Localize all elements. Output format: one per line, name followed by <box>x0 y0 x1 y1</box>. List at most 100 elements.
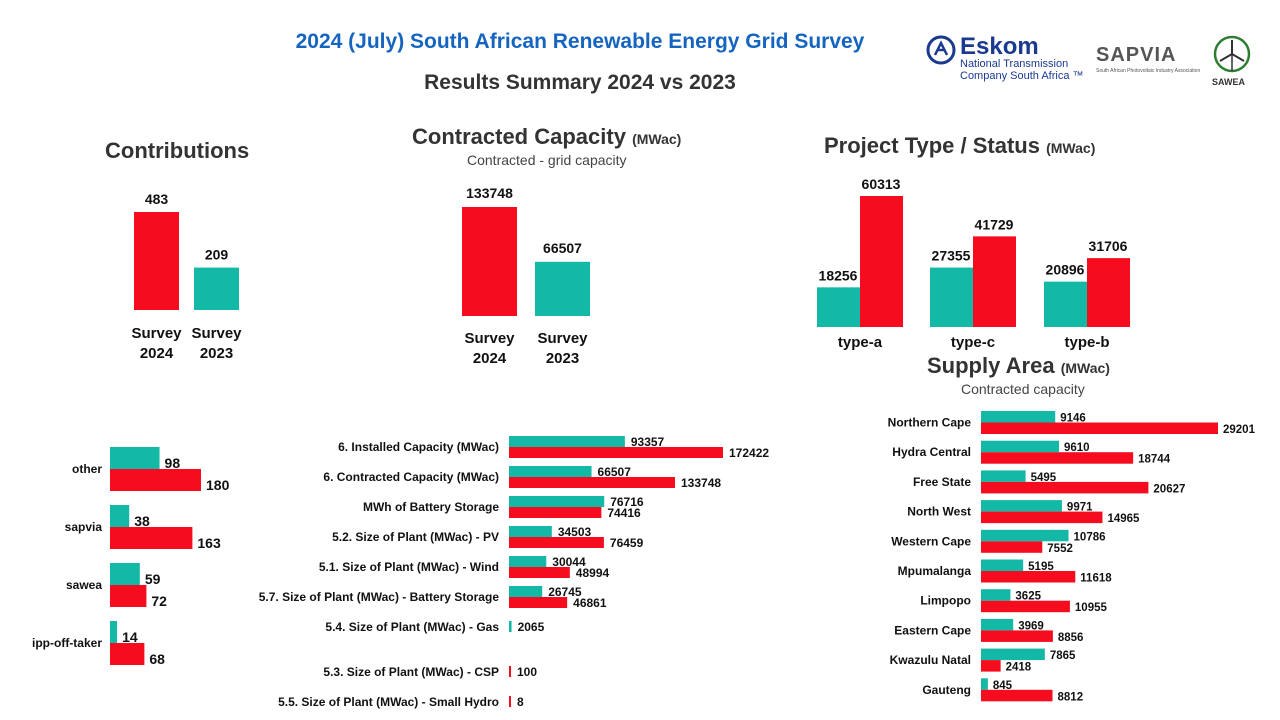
capacity-value-label: 76459 <box>610 536 644 550</box>
contracted-bar <box>535 261 590 316</box>
supply-area-value-label: 8812 <box>1058 691 1084 703</box>
contracted-value-label: 133748 <box>466 185 513 201</box>
capacity-bar <box>509 507 602 518</box>
capacity-bar <box>509 556 547 567</box>
supply-area-value-label: 9971 <box>1067 502 1093 514</box>
supply-area-bar <box>981 600 1070 613</box>
contributors-value-label: 180 <box>206 477 230 493</box>
supply-area-value-label: 5195 <box>1028 561 1054 573</box>
supply-area-bar <box>981 481 1149 494</box>
project-type-value-label: 31706 <box>1089 238 1128 254</box>
supply-area-value-label: 29201 <box>1223 424 1256 436</box>
capacity-value-label: 74416 <box>607 506 641 520</box>
capacity-bar <box>509 436 625 447</box>
contributors-value-label: 98 <box>165 455 181 471</box>
contributors-category-label: sawea <box>66 578 102 592</box>
supply-area-value-label: 5495 <box>1031 472 1057 484</box>
supply-area-bar <box>981 630 1053 642</box>
supply-area-bar <box>981 678 988 690</box>
capacity-value-label: 26745 <box>548 585 582 599</box>
supply-area-bar <box>981 541 1043 553</box>
contributors-value-label: 163 <box>197 535 221 551</box>
capacity-bar <box>509 567 570 578</box>
contributors-value-label: 14 <box>122 629 138 645</box>
sawea-logo: SAWEA <box>1208 34 1256 88</box>
contributors-value-label: 68 <box>149 651 165 667</box>
supply-area-value-label: 10955 <box>1075 602 1108 614</box>
supply-area-bar <box>981 660 1001 672</box>
supply-area-bar <box>981 511 1103 524</box>
supply-area-bar <box>981 571 1076 583</box>
capacity-bar <box>509 477 676 488</box>
contracted-category-label: Survey <box>537 330 588 347</box>
supply-area-value-label: 9146 <box>1060 413 1086 425</box>
capacity-bar <box>509 526 552 537</box>
project-type-category-label: type-c <box>951 334 995 351</box>
project-type-value-label: 18256 <box>819 267 858 283</box>
contributions-value-label: 209 <box>205 247 229 263</box>
contracted-category-label: 2024 <box>473 350 507 367</box>
capacity-bar <box>509 621 512 632</box>
capacity-bar <box>509 447 723 458</box>
supply-area-category-label: Mpumalanga <box>898 564 972 578</box>
project-type-value-label: 60313 <box>862 176 901 192</box>
contributors-bar <box>110 563 140 585</box>
wind-turbine-icon <box>1213 35 1251 73</box>
supply-area-bar <box>981 648 1045 661</box>
supply-area-value-label: 7552 <box>1047 543 1073 555</box>
capacity-bar <box>509 496 605 507</box>
contributions-category-label: 2023 <box>200 345 233 362</box>
supply-area-value-label: 9610 <box>1064 442 1090 454</box>
supply-area-bar <box>981 559 1024 571</box>
capacity-value-label: 93357 <box>631 435 665 449</box>
supply-area-category-label: Limpopo <box>920 594 971 608</box>
project-type-bar <box>1044 281 1087 327</box>
project-type-value-label: 41729 <box>975 216 1014 232</box>
project-type-bar <box>1087 258 1130 327</box>
supply-area-bar <box>981 440 1059 453</box>
supply-area-value-label: 3969 <box>1018 620 1044 632</box>
supply-area-subtitle: Contracted capacity <box>961 381 1085 397</box>
page-title: 2024 (July) South African Renewable Ener… <box>295 30 865 53</box>
supply-area-bar <box>981 689 1053 702</box>
supply-area-category-label: Hydra Central <box>892 445 971 459</box>
eskom-line-1: National Transmission <box>960 58 1069 70</box>
project-type-bar <box>930 267 973 327</box>
sapvia-name: SAPVIA <box>1096 44 1177 66</box>
contributors-value-label: 72 <box>151 593 167 609</box>
contributors-value-label: 59 <box>145 571 161 587</box>
supply-area-value-label: 2418 <box>1006 662 1032 674</box>
contributors-bar <box>110 505 130 527</box>
contracted-category-label: Survey <box>464 330 515 347</box>
contributions-category-label: Survey <box>131 325 182 342</box>
capacity-value-label: 133748 <box>681 476 721 490</box>
supply-area-title: Supply Area (MWac) <box>927 353 1110 378</box>
capacity-value-label: 8 <box>517 695 524 709</box>
contributors-category-label: ipp-off-taker <box>32 636 102 650</box>
capacity-bar <box>509 666 511 677</box>
supply-area-category-label: Gauteng <box>922 683 971 697</box>
capacity-bar <box>509 466 592 477</box>
supply-area-value-label: 11618 <box>1080 573 1112 585</box>
contributors-category-label: other <box>72 462 102 476</box>
contracted-category-label: 2023 <box>546 350 579 367</box>
supply-area-bar <box>981 411 1056 423</box>
eskom-logo: Eskom National Transmission Company Sout… <box>926 33 1096 85</box>
project-type-category-label: type-a <box>838 334 883 351</box>
supply-area-category-label: Western Cape <box>891 534 971 548</box>
supply-area-category-label: Kwazulu Natal <box>890 653 971 667</box>
sapvia-tagline: South African Photovoltaic Industry Asso… <box>1096 68 1201 74</box>
project-type-value-label: 20896 <box>1046 262 1085 278</box>
contributions-category-label: 2024 <box>140 345 174 362</box>
supply-area-category-label: North West <box>907 505 971 519</box>
capacity-category-label: 6. Installed Capacity (MWac) <box>338 440 499 454</box>
contributors-bar <box>110 527 193 549</box>
contributions-bar <box>134 212 179 310</box>
capacity-category-label: 5.3. Size of Plant (MWac) - CSP <box>323 665 499 679</box>
supply-area-bar <box>981 529 1069 542</box>
supply-area-category-label: Northern Cape <box>888 416 972 430</box>
contributors-bar <box>110 585 147 607</box>
supply-area-value-label: 18744 <box>1138 454 1171 466</box>
contracted-value-label: 66507 <box>543 240 582 256</box>
